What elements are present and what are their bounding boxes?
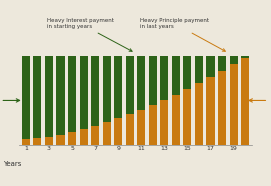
- Bar: [22, 56, 30, 139]
- Bar: [68, 132, 76, 145]
- Bar: [137, 56, 145, 110]
- Bar: [230, 64, 238, 145]
- Bar: [33, 138, 41, 145]
- Bar: [45, 56, 53, 137]
- Bar: [91, 126, 99, 145]
- Text: Heavy Interest payment
in starting years: Heavy Interest payment in starting years: [47, 18, 132, 51]
- Bar: [56, 135, 64, 145]
- Bar: [80, 56, 88, 129]
- Bar: [91, 56, 99, 126]
- Bar: [241, 56, 249, 58]
- Bar: [183, 56, 191, 89]
- Bar: [160, 56, 168, 100]
- Bar: [33, 56, 41, 138]
- Bar: [126, 114, 134, 145]
- Bar: [172, 56, 180, 94]
- Bar: [241, 58, 249, 145]
- Bar: [218, 71, 226, 145]
- Bar: [207, 77, 215, 145]
- Bar: [149, 56, 157, 105]
- Bar: [22, 139, 30, 145]
- Bar: [230, 56, 238, 64]
- Text: Years: Years: [3, 161, 21, 167]
- Text: Heavy Principle payment
in last years: Heavy Principle payment in last years: [140, 18, 225, 51]
- Bar: [114, 118, 122, 145]
- Bar: [160, 100, 168, 145]
- Bar: [126, 56, 134, 114]
- Legend: Principal, Interst: Principal, Interst: [98, 185, 173, 186]
- Bar: [103, 56, 111, 122]
- Bar: [195, 83, 203, 145]
- Bar: [103, 122, 111, 145]
- Bar: [218, 56, 226, 71]
- Bar: [149, 105, 157, 145]
- Bar: [45, 137, 53, 145]
- Bar: [56, 56, 64, 135]
- Bar: [137, 110, 145, 145]
- Bar: [80, 129, 88, 145]
- Bar: [207, 56, 215, 77]
- Bar: [68, 56, 76, 132]
- Bar: [183, 89, 191, 145]
- Bar: [172, 94, 180, 145]
- Bar: [195, 56, 203, 83]
- Bar: [114, 56, 122, 118]
